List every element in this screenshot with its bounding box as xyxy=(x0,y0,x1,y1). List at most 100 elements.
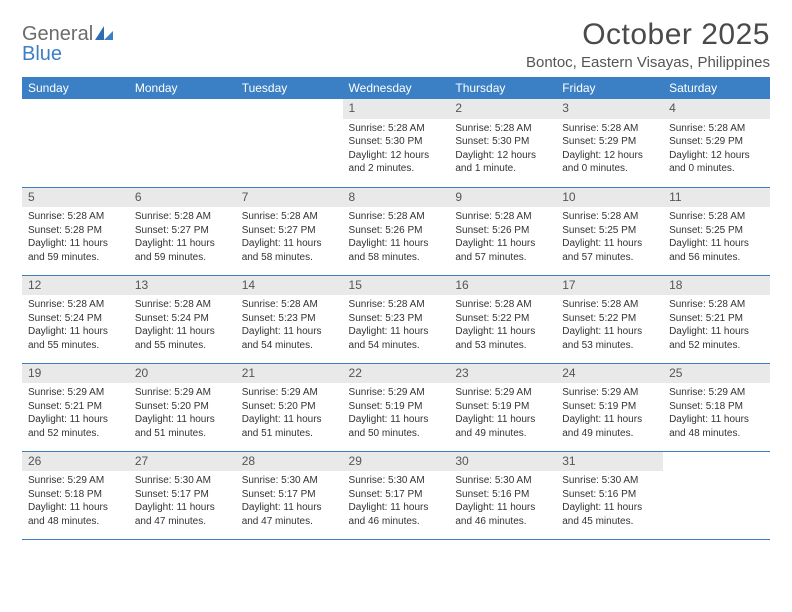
daylight-text: Daylight: 11 hours and 49 minutes. xyxy=(562,413,657,440)
day-header: Tuesday xyxy=(236,77,343,99)
day-number: 8 xyxy=(343,188,450,208)
calendar-day: 3Sunrise: 5:28 AMSunset: 5:29 PMDaylight… xyxy=(556,99,663,187)
brand-word1: General xyxy=(22,24,113,44)
day-header: Friday xyxy=(556,77,663,99)
daylight-text: Daylight: 11 hours and 58 minutes. xyxy=(242,237,337,264)
calendar-day: 1Sunrise: 5:28 AMSunset: 5:30 PMDaylight… xyxy=(343,99,450,187)
day-content: Sunrise: 5:28 AMSunset: 5:29 PMDaylight:… xyxy=(663,119,770,179)
sunrise-text: Sunrise: 5:28 AM xyxy=(562,122,657,136)
sunset-text: Sunset: 5:16 PM xyxy=(455,488,550,502)
calendar-day: 12Sunrise: 5:28 AMSunset: 5:24 PMDayligh… xyxy=(22,275,129,363)
day-number: 28 xyxy=(236,452,343,472)
sunset-text: Sunset: 5:26 PM xyxy=(455,224,550,238)
sunrise-text: Sunrise: 5:29 AM xyxy=(28,386,123,400)
sunset-text: Sunset: 5:27 PM xyxy=(242,224,337,238)
sunrise-text: Sunrise: 5:28 AM xyxy=(135,210,230,224)
calendar-day: 5Sunrise: 5:28 AMSunset: 5:28 PMDaylight… xyxy=(22,187,129,275)
daylight-text: Daylight: 11 hours and 53 minutes. xyxy=(562,325,657,352)
sunset-text: Sunset: 5:17 PM xyxy=(135,488,230,502)
day-content: Sunrise: 5:29 AMSunset: 5:20 PMDaylight:… xyxy=(129,383,236,443)
calendar-day: 7Sunrise: 5:28 AMSunset: 5:27 PMDaylight… xyxy=(236,187,343,275)
sunset-text: Sunset: 5:19 PM xyxy=(455,400,550,414)
sunset-text: Sunset: 5:22 PM xyxy=(455,312,550,326)
daylight-text: Daylight: 11 hours and 57 minutes. xyxy=(562,237,657,264)
day-number: 13 xyxy=(129,276,236,296)
daylight-text: Daylight: 11 hours and 54 minutes. xyxy=(349,325,444,352)
sunrise-text: Sunrise: 5:28 AM xyxy=(349,210,444,224)
day-content: Sunrise: 5:28 AMSunset: 5:22 PMDaylight:… xyxy=(556,295,663,355)
day-content: Sunrise: 5:30 AMSunset: 5:17 PMDaylight:… xyxy=(129,471,236,531)
calendar-day: 19Sunrise: 5:29 AMSunset: 5:21 PMDayligh… xyxy=(22,363,129,451)
calendar-day: 18Sunrise: 5:28 AMSunset: 5:21 PMDayligh… xyxy=(663,275,770,363)
daylight-text: Daylight: 11 hours and 54 minutes. xyxy=(242,325,337,352)
sunrise-text: Sunrise: 5:29 AM xyxy=(28,474,123,488)
daylight-text: Daylight: 11 hours and 48 minutes. xyxy=(28,501,123,528)
sunset-text: Sunset: 5:27 PM xyxy=(135,224,230,238)
calendar-day: 26Sunrise: 5:29 AMSunset: 5:18 PMDayligh… xyxy=(22,451,129,539)
brand-logo: General Blue xyxy=(22,18,113,64)
calendar-day: 22Sunrise: 5:29 AMSunset: 5:19 PMDayligh… xyxy=(343,363,450,451)
calendar-week: 5Sunrise: 5:28 AMSunset: 5:28 PMDaylight… xyxy=(22,187,770,275)
sunrise-text: Sunrise: 5:29 AM xyxy=(349,386,444,400)
sunrise-text: Sunrise: 5:29 AM xyxy=(669,386,764,400)
sunrise-text: Sunrise: 5:28 AM xyxy=(455,122,550,136)
day-number xyxy=(22,99,129,103)
day-number: 19 xyxy=(22,364,129,384)
header: General Blue October 2025 Bontoc, Easter… xyxy=(22,18,770,71)
daylight-text: Daylight: 12 hours and 0 minutes. xyxy=(669,149,764,176)
day-content: Sunrise: 5:30 AMSunset: 5:17 PMDaylight:… xyxy=(236,471,343,531)
day-header: Sunday xyxy=(22,77,129,99)
day-number: 30 xyxy=(449,452,556,472)
day-number: 20 xyxy=(129,364,236,384)
brand-word1-text: General xyxy=(22,23,93,45)
calendar-day xyxy=(22,99,129,187)
daylight-text: Daylight: 11 hours and 46 minutes. xyxy=(349,501,444,528)
sunrise-text: Sunrise: 5:30 AM xyxy=(242,474,337,488)
sunrise-text: Sunrise: 5:29 AM xyxy=(242,386,337,400)
day-content: Sunrise: 5:28 AMSunset: 5:23 PMDaylight:… xyxy=(343,295,450,355)
sunrise-text: Sunrise: 5:29 AM xyxy=(455,386,550,400)
sunrise-text: Sunrise: 5:28 AM xyxy=(562,210,657,224)
sunrise-text: Sunrise: 5:28 AM xyxy=(28,298,123,312)
sunset-text: Sunset: 5:19 PM xyxy=(562,400,657,414)
calendar-day: 9Sunrise: 5:28 AMSunset: 5:26 PMDaylight… xyxy=(449,187,556,275)
daylight-text: Daylight: 12 hours and 0 minutes. xyxy=(562,149,657,176)
location-text: Bontoc, Eastern Visayas, Philippines xyxy=(526,54,770,71)
daylight-text: Daylight: 11 hours and 59 minutes. xyxy=(135,237,230,264)
sunset-text: Sunset: 5:22 PM xyxy=(562,312,657,326)
daylight-text: Daylight: 11 hours and 51 minutes. xyxy=(242,413,337,440)
day-number: 12 xyxy=(22,276,129,296)
sunset-text: Sunset: 5:25 PM xyxy=(562,224,657,238)
sunrise-text: Sunrise: 5:28 AM xyxy=(242,210,337,224)
day-number: 1 xyxy=(343,99,450,119)
day-content: Sunrise: 5:28 AMSunset: 5:22 PMDaylight:… xyxy=(449,295,556,355)
calendar-day: 27Sunrise: 5:30 AMSunset: 5:17 PMDayligh… xyxy=(129,451,236,539)
sunset-text: Sunset: 5:23 PM xyxy=(242,312,337,326)
sunset-text: Sunset: 5:29 PM xyxy=(669,135,764,149)
daylight-text: Daylight: 12 hours and 1 minute. xyxy=(455,149,550,176)
day-content: Sunrise: 5:29 AMSunset: 5:20 PMDaylight:… xyxy=(236,383,343,443)
day-header: Wednesday xyxy=(343,77,450,99)
brand-word2-text: Blue xyxy=(22,43,62,65)
sunset-text: Sunset: 5:24 PM xyxy=(135,312,230,326)
day-number: 6 xyxy=(129,188,236,208)
daylight-text: Daylight: 11 hours and 58 minutes. xyxy=(349,237,444,264)
day-content: Sunrise: 5:30 AMSunset: 5:16 PMDaylight:… xyxy=(556,471,663,531)
calendar-day: 21Sunrise: 5:29 AMSunset: 5:20 PMDayligh… xyxy=(236,363,343,451)
day-header: Monday xyxy=(129,77,236,99)
day-content: Sunrise: 5:28 AMSunset: 5:25 PMDaylight:… xyxy=(663,207,770,267)
day-number: 29 xyxy=(343,452,450,472)
calendar-day: 17Sunrise: 5:28 AMSunset: 5:22 PMDayligh… xyxy=(556,275,663,363)
day-content: Sunrise: 5:29 AMSunset: 5:19 PMDaylight:… xyxy=(449,383,556,443)
daylight-text: Daylight: 11 hours and 53 minutes. xyxy=(455,325,550,352)
sunrise-text: Sunrise: 5:28 AM xyxy=(669,210,764,224)
day-number: 5 xyxy=(22,188,129,208)
day-number: 9 xyxy=(449,188,556,208)
day-content: Sunrise: 5:29 AMSunset: 5:18 PMDaylight:… xyxy=(663,383,770,443)
day-number: 26 xyxy=(22,452,129,472)
daylight-text: Daylight: 11 hours and 55 minutes. xyxy=(135,325,230,352)
calendar-week: 1Sunrise: 5:28 AMSunset: 5:30 PMDaylight… xyxy=(22,99,770,187)
daylight-text: Daylight: 11 hours and 59 minutes. xyxy=(28,237,123,264)
calendar-day: 25Sunrise: 5:29 AMSunset: 5:18 PMDayligh… xyxy=(663,363,770,451)
sunset-text: Sunset: 5:30 PM xyxy=(455,135,550,149)
